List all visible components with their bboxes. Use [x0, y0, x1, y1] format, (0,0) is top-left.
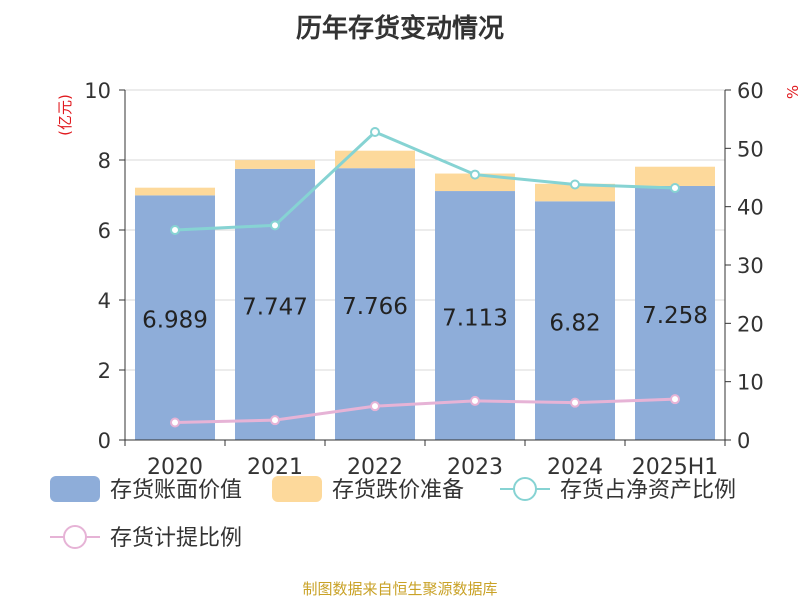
line-point [270, 415, 280, 426]
bar-impairment-reserve [335, 150, 415, 169]
line-point [170, 417, 180, 428]
bar-impairment-reserve [235, 160, 315, 169]
bar-inventory-value [335, 168, 415, 440]
left-tick-label: 4 [98, 289, 111, 313]
line-point [670, 183, 680, 193]
line-provision-ratio [174, 397, 676, 424]
x-tick-label: 2024 [547, 455, 603, 480]
legend-label: 存货占净资产比例 [560, 478, 736, 503]
line-point [570, 397, 580, 408]
left-tick-label: 8 [98, 149, 111, 173]
bar-value-label: 7.766 [342, 294, 408, 320]
left-tick-label: 10 [84, 79, 111, 103]
right-axis-unit: % [784, 85, 800, 99]
bar-impairment-reserve [535, 183, 615, 202]
x-tick-label: 2025H1 [632, 455, 719, 480]
chart-title: 历年存货变动情况 [295, 14, 504, 44]
left-axis-unit: (亿元) [56, 94, 74, 136]
legend-label: 存货账面价值 [110, 478, 242, 503]
line-point [470, 395, 480, 406]
bar-inventory-value [135, 195, 215, 440]
left-tick-label: 6 [98, 219, 111, 243]
right-tick-label: 50 [737, 137, 764, 161]
right-tick-label: 20 [737, 312, 764, 336]
lines [170, 127, 680, 428]
legend-swatch [50, 476, 100, 502]
line-point [370, 127, 380, 137]
axes: 0 2 4 6 8 10 0 10 20 30 40 50 60 (亿元)% 2020 2021 2022 202… [56, 79, 800, 480]
source-note: 制图数据来自恒生聚源数据库 [302, 580, 498, 598]
bar-inventory-value [235, 168, 315, 441]
x-tick-label: 2023 [447, 455, 503, 480]
bar-value-label: 7.258 [642, 303, 708, 329]
right-tick-label: 60 [737, 79, 764, 103]
bar-value-label: 7.747 [242, 294, 308, 320]
line-point [670, 394, 680, 405]
x-tick-label: 2020 [147, 455, 203, 480]
bar-impairment-reserve [135, 187, 215, 196]
line-point [170, 225, 180, 235]
line-point [270, 220, 280, 231]
bar-value-label: 6.989 [142, 308, 208, 334]
left-tick-label: 2 [98, 359, 111, 383]
bar-impairment-reserve [635, 166, 715, 186]
legend-label: 存货计提比例 [110, 526, 242, 551]
line-point [570, 179, 580, 190]
legend-swatch [272, 476, 322, 502]
legend-marker [513, 477, 537, 501]
left-tick-label: 0 [98, 429, 111, 453]
right-tick-label: 30 [737, 254, 764, 278]
line-point [370, 401, 380, 412]
x-tick-label: 2022 [347, 455, 403, 480]
bars [135, 150, 715, 441]
right-tick-label: 10 [737, 371, 764, 395]
x-tick-label: 2021 [247, 455, 303, 480]
gridlines [125, 89, 725, 371]
legend-label: 存货跌价准备 [332, 478, 464, 503]
right-tick-label: 40 [737, 196, 764, 220]
bar-value-label: 7.113 [442, 306, 508, 332]
line-inventory-to-net-assets [174, 130, 676, 232]
data-labels: 6.989 7.747 7.766 7.113 6.82 7.258 [142, 294, 708, 337]
legend-marker [63, 525, 87, 549]
right-tick-label: 0 [737, 429, 750, 453]
bar-value-label: 6.82 [549, 311, 600, 337]
line-point [470, 169, 480, 180]
